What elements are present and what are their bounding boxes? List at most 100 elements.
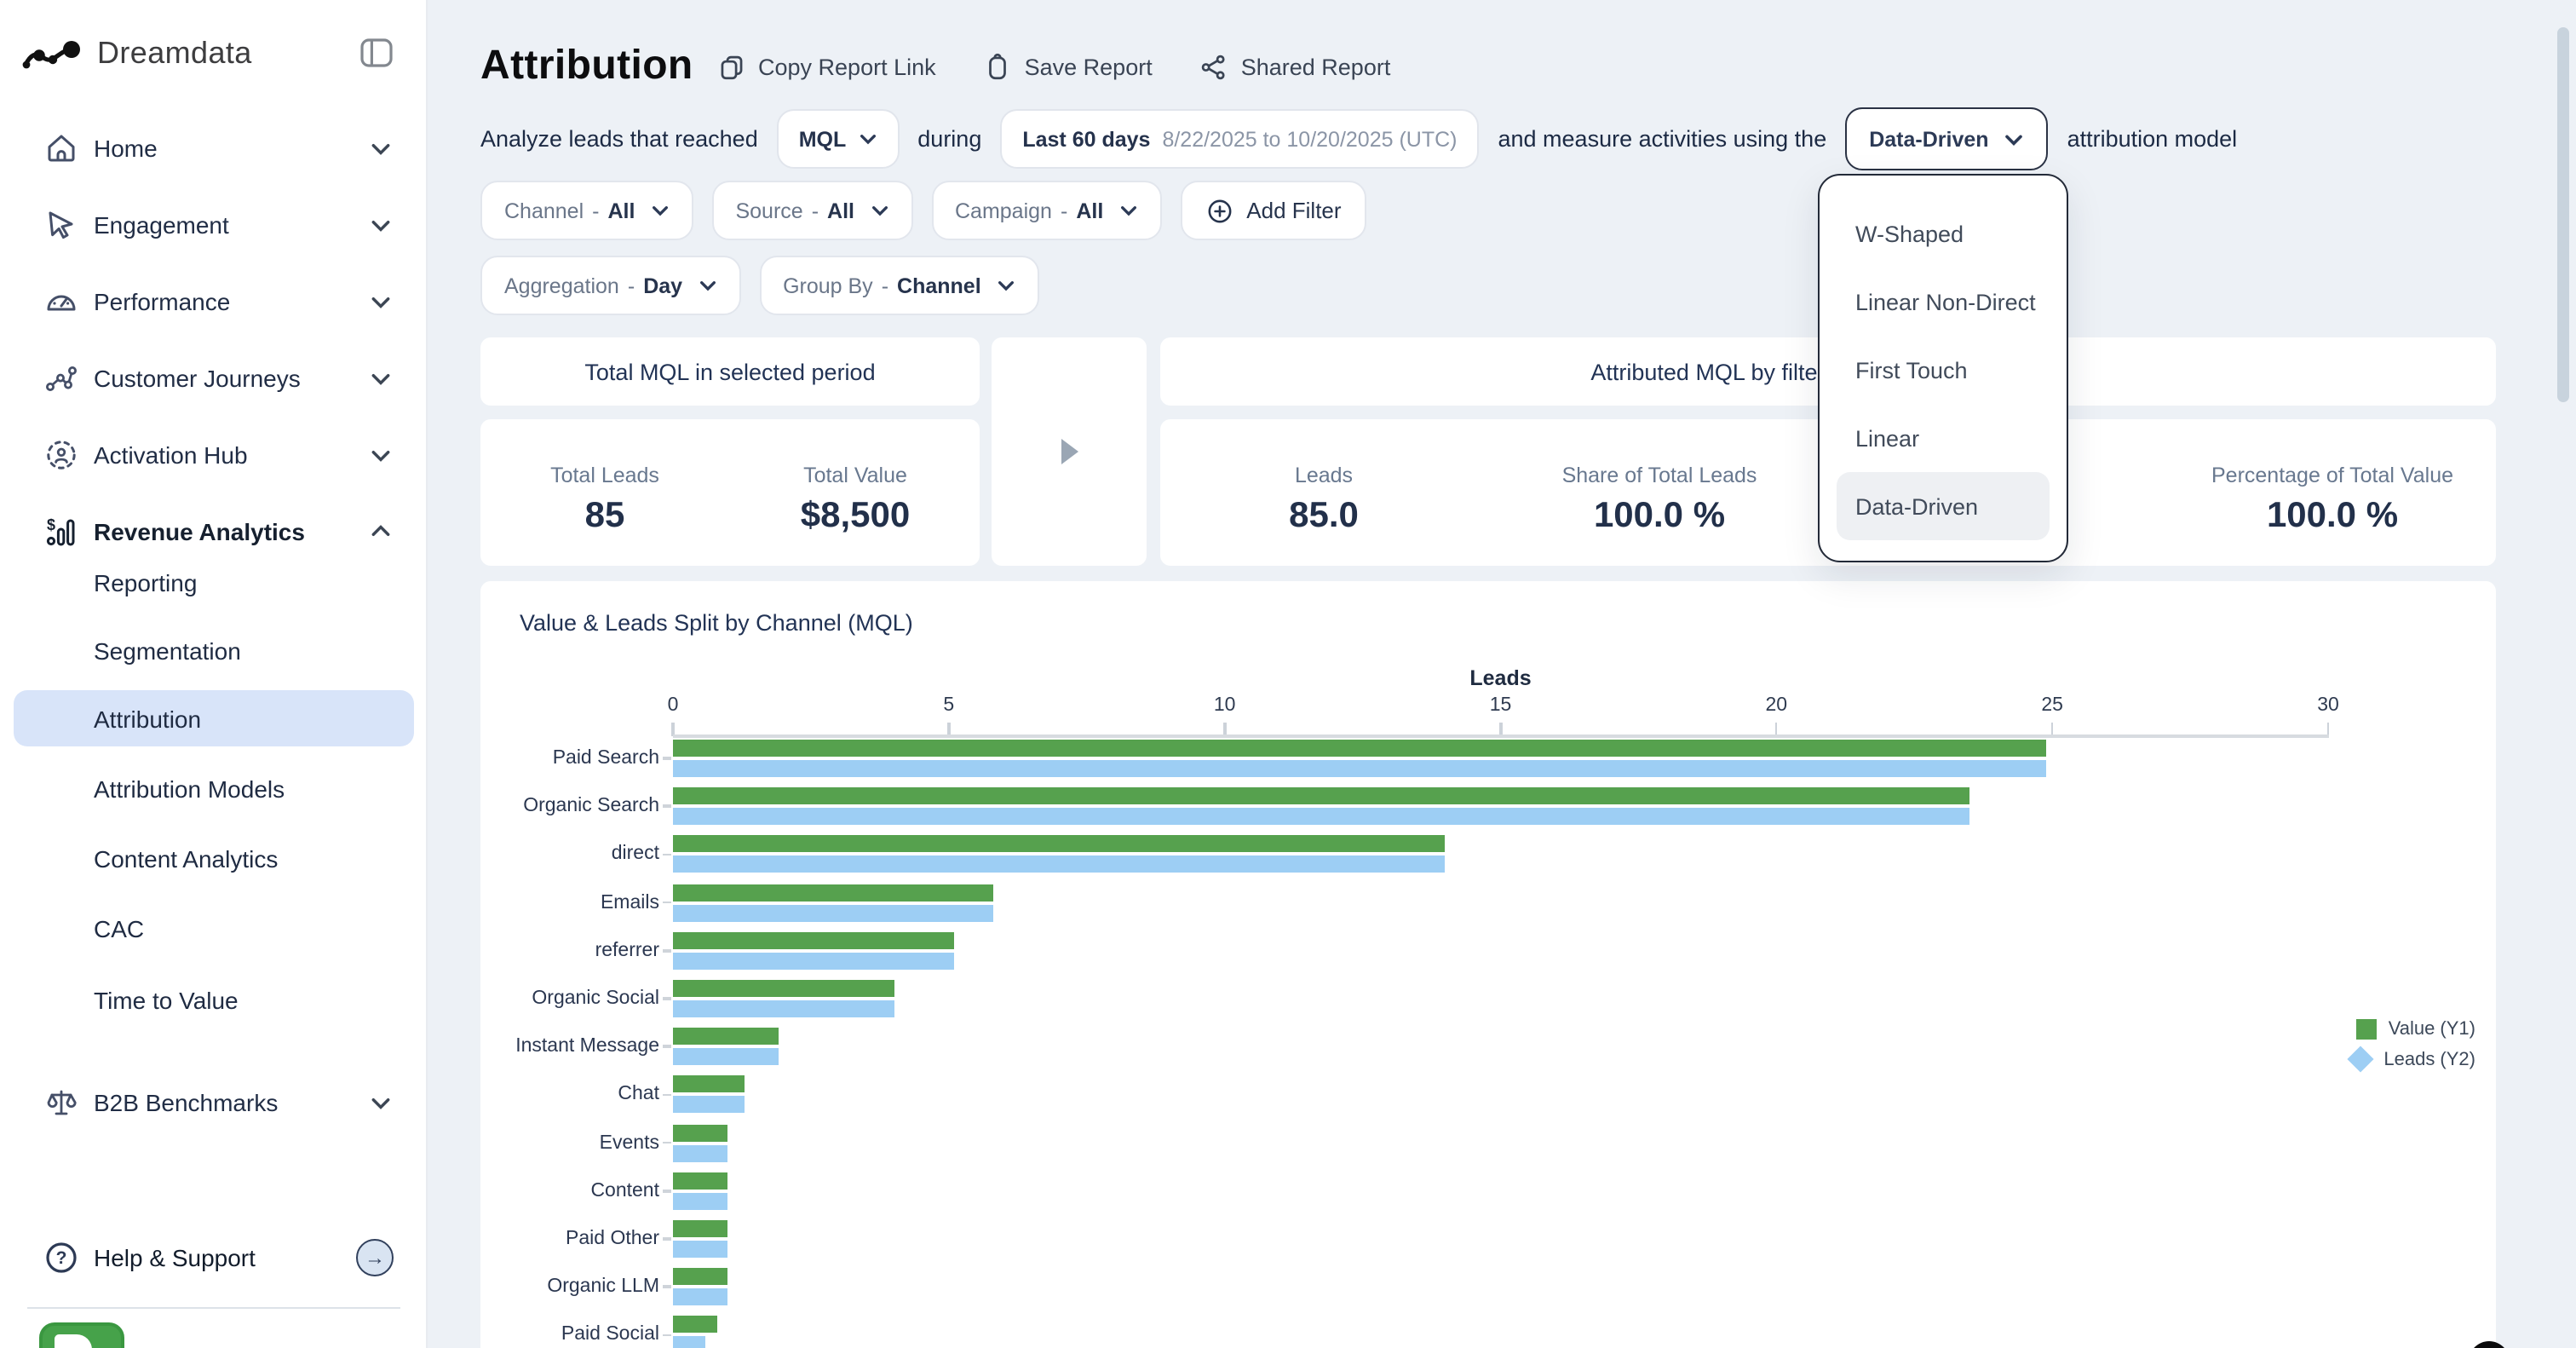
category-tick	[663, 1285, 671, 1288]
filter-value: All	[607, 199, 635, 222]
leads-bar-2[interactable]	[673, 855, 1446, 873]
value-bar-10[interactable]	[673, 1220, 728, 1237]
sidebar-item-label: Performance	[94, 288, 231, 315]
filter-chip-aggregation[interactable]: Aggregation - Day	[480, 256, 741, 315]
sidebar-item-performance[interactable]: Performance	[0, 273, 428, 331]
add-filter-button[interactable]: Add Filter	[1180, 181, 1367, 240]
leads-bar-12[interactable]	[673, 1336, 706, 1348]
leads-bar-8[interactable]	[673, 1144, 728, 1162]
leads-bar-0[interactable]	[673, 760, 2047, 777]
value-bar-6[interactable]	[673, 1028, 779, 1046]
category-tick	[663, 1045, 671, 1048]
filter-chip-channel[interactable]: Channel - All	[480, 181, 693, 240]
sidebar-item-label: B2B Benchmarks	[94, 1089, 279, 1116]
sidebar-collapse-icon[interactable]	[359, 36, 394, 70]
value-bar-11[interactable]	[673, 1268, 728, 1286]
stage-select[interactable]: MQL	[776, 109, 900, 169]
header-action-shared-report[interactable]: Shared Report	[1200, 53, 1390, 82]
stat-label: Share of Total Leads	[1561, 464, 1757, 487]
value-bar-4[interactable]	[673, 931, 955, 949]
model-option-linear[interactable]: Linear	[1855, 425, 1920, 451]
stat-share-of-total-leads: Share of Total Leads 100.0 %	[1562, 464, 1757, 537]
sidebar-item-revenue-analytics[interactable]: $ Revenue Analytics	[0, 503, 428, 561]
leads-bar-4[interactable]	[673, 952, 955, 970]
leads-bar-6[interactable]	[673, 1048, 779, 1066]
chevron-down-icon	[371, 297, 390, 308]
filter-value: All	[1076, 199, 1104, 222]
leads-bar-11[interactable]	[673, 1288, 728, 1306]
category-label-organic-search: Organic Search	[523, 796, 659, 817]
filter-sep: -	[1060, 199, 1068, 222]
sidebar-item-engagement[interactable]: Engagement	[0, 196, 428, 254]
sidebar-item-home[interactable]: Home	[0, 119, 428, 177]
filter-chip-source[interactable]: Source - All	[711, 181, 912, 240]
axis-tick-mark	[1774, 723, 1778, 736]
cursor-icon	[44, 208, 78, 242]
axis-tick-mark	[2050, 723, 2054, 736]
category-label-content: Content	[590, 1180, 659, 1201]
leads-bar-1[interactable]	[673, 808, 1969, 826]
value-bar-7[interactable]	[673, 1075, 745, 1093]
value-bar-2[interactable]	[673, 835, 1446, 853]
sidebar-item-b2b-benchmarks[interactable]: B2B Benchmarks	[0, 1074, 428, 1132]
sidebar-item-content-analytics[interactable]: Content Analytics	[0, 830, 428, 886]
brand-row: Dreamdata	[0, 24, 428, 85]
leads-bar-3[interactable]	[673, 904, 993, 922]
category-tick	[663, 757, 671, 760]
leads-bar-7[interactable]	[673, 1096, 745, 1114]
stat-total-value: Total Value $8,500	[801, 464, 910, 537]
axis-tick-label: 30	[2317, 695, 2339, 716]
report-actions: Copy Report Link Save Report Shared Report	[717, 53, 1390, 82]
header-action-save-report[interactable]: Save Report	[984, 53, 1153, 82]
home-icon	[44, 131, 78, 165]
sidebar-item-attribution-models[interactable]: Attribution Models	[0, 760, 428, 816]
dreamdata-green-badge[interactable]	[39, 1322, 124, 1348]
sidebar-divider	[27, 1307, 400, 1309]
leads-bar-10[interactable]	[673, 1241, 728, 1258]
model-option-linear-non-direct[interactable]: Linear Non-Direct	[1855, 289, 2036, 314]
sidebar-item-activation-hub[interactable]: Activation Hub	[0, 426, 428, 484]
chevron-down-icon	[371, 144, 390, 155]
attribution-model-select[interactable]: Data-Driven	[1845, 107, 2049, 170]
sidebar-item-reporting[interactable]: Reporting	[0, 554, 428, 610]
stat-label: Total Value	[803, 464, 907, 487]
gauge-icon	[44, 285, 78, 319]
filter-chip-group-by[interactable]: Group By - Channel	[759, 256, 1039, 315]
date-range-select[interactable]: Last 60 days 8/22/2025 to 10/20/2025 (UTC…	[1000, 109, 1480, 169]
legend-label: Value (Y1)	[2388, 1019, 2475, 1040]
sidebar-item-label: Home	[94, 135, 158, 162]
sidebar-item-help-support[interactable]: ? Help & Support →	[0, 1229, 428, 1287]
value-bar-3[interactable]	[673, 884, 993, 902]
sidebar-item-segmentation[interactable]: Segmentation	[0, 622, 428, 678]
stat-percentage-of-total-value: Percentage of Total Value 100.0 %	[2211, 464, 2453, 537]
sidebar-item-customer-journeys[interactable]: Customer Journeys	[0, 349, 428, 407]
filter-row-2: Aggregation - Day Group By - Channel	[480, 256, 1039, 315]
sidebar-item-attribution[interactable]: Attribution	[14, 690, 414, 746]
header-action-label: Copy Report Link	[758, 55, 936, 80]
value-bar-0[interactable]	[673, 740, 2047, 757]
value-bar-8[interactable]	[673, 1124, 728, 1142]
legend-square-swatch	[2355, 1019, 2377, 1040]
left-summary-title-card: Total MQL in selected period	[480, 337, 980, 406]
expand-summary-card[interactable]	[992, 337, 1147, 566]
open-help-arrow-icon[interactable]: →	[356, 1239, 394, 1276]
leads-bar-5[interactable]	[673, 1000, 894, 1017]
model-option-first-touch[interactable]: First Touch	[1855, 357, 1968, 383]
value-bar-1[interactable]	[673, 787, 1969, 805]
vertical-scrollbar[interactable]	[2557, 27, 2569, 402]
category-tick	[663, 1093, 671, 1097]
chart-card: Value & Leads Split by Channel (MQL) Lea…	[480, 581, 2496, 1348]
sidebar-subitem-label: Reporting	[94, 568, 198, 596]
query-suffix: attribution model	[2067, 126, 2238, 152]
leads-bar-9[interactable]	[673, 1192, 728, 1210]
sidebar-item-time-to-value[interactable]: Time to Value	[0, 971, 428, 1028]
filter-chip-campaign[interactable]: Campaign - All	[931, 181, 1162, 240]
header-action-copy-report-link[interactable]: Copy Report Link	[717, 53, 936, 82]
model-option-w-shaped[interactable]: W-Shaped	[1855, 221, 1964, 246]
sidebar-item-cac[interactable]: CAC	[0, 900, 428, 956]
value-bar-5[interactable]	[673, 980, 894, 997]
chat-widget-button[interactable]	[2469, 1341, 2510, 1348]
value-bar-9[interactable]	[673, 1172, 728, 1190]
value-bar-12[interactable]	[673, 1316, 717, 1334]
model-option-data-driven[interactable]: Data-Driven	[1837, 472, 2050, 540]
